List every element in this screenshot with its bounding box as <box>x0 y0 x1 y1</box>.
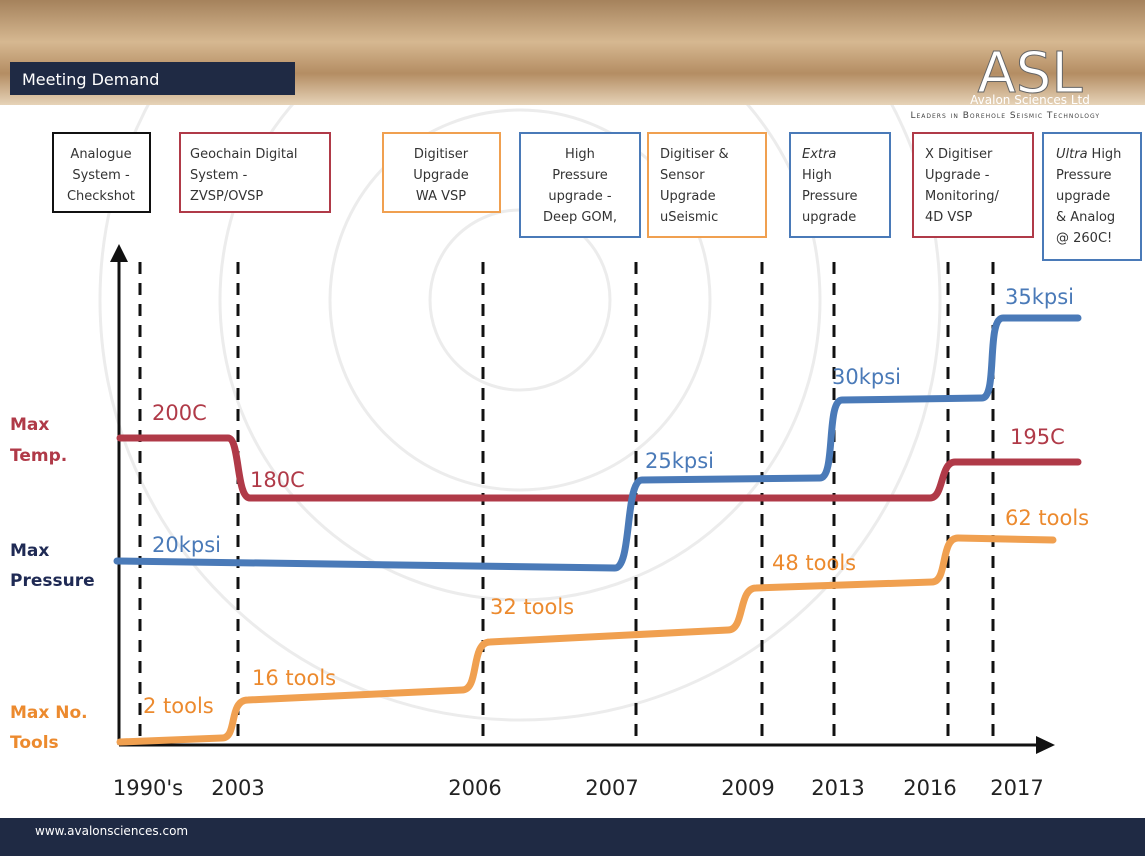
year-label: 2003 <box>211 776 264 800</box>
value-label: 200C <box>152 401 207 425</box>
year-label: 2007 <box>585 776 638 800</box>
title-bar <box>10 62 295 95</box>
temperature-curve <box>116 434 1082 502</box>
box <box>179 132 331 213</box>
value-label: 195C <box>1010 425 1065 449</box>
value-label: 32 tools <box>490 595 574 619</box>
box-text: Geochain Digital System -ZVSP/OVSP <box>190 147 298 204</box>
box-text: Digitiser & Sensor Upgrade uSeismic <box>660 147 729 225</box>
box-text: X Digitiser Upgrade -Monitoring/4D VSP <box>925 147 1000 225</box>
tools-curve <box>116 534 1057 746</box>
value-label: 20kpsi <box>152 533 221 557</box>
background-rings <box>98 0 942 722</box>
year-label: 2006 <box>448 776 501 800</box>
box-text: High Pressure upgrade -Deep GOM, <box>543 147 617 225</box>
footer-url: www.avalonsciences.com <box>35 824 188 838</box>
box <box>789 132 891 238</box>
box <box>912 132 1034 238</box>
year-label: 2009 <box>721 776 774 800</box>
box <box>647 132 767 238</box>
row-label: Max Temp. <box>10 415 67 466</box>
pressure-labels: 20kpsi 25kpsi 30kpsi 35kpsi <box>152 285 1074 557</box>
box <box>1042 132 1142 261</box>
box-text: Ultra High Pressure upgrade & Analog @ 260C! <box>1056 147 1121 246</box>
footer-band <box>0 818 1145 856</box>
box <box>382 132 501 213</box>
box-text: Digitiser Upgrade WA VSP <box>413 147 469 204</box>
years: 1990's 2003 2006 2007 2009 2013 2016 201… <box>113 776 1044 800</box>
year-label: 2016 <box>903 776 956 800</box>
row-label: Max No. Tools <box>10 703 88 753</box>
year-label: 2017 <box>990 776 1043 800</box>
axes <box>110 244 1055 754</box>
value-label: 2 tools <box>143 694 214 718</box>
company: Avalon Sciences Ltd <box>970 93 1090 107</box>
year-label: 2013 <box>811 776 864 800</box>
box-text: Analogue System -Checkshot <box>67 147 135 204</box>
temperature-labels: 200C 180C 195C <box>152 401 1065 492</box>
tagline: Leaders in Borehole Seismic Technology <box>910 111 1100 121</box>
value-label: 30kpsi <box>832 365 901 389</box>
box <box>52 132 151 213</box>
value-label: 180C <box>250 468 305 492</box>
row-label: Max Pressure <box>10 541 95 591</box>
box-text: Extra High Pressure upgrade <box>802 147 858 225</box>
value-label: 16 tools <box>252 666 336 690</box>
tools-labels: 2 tools 16 tools 32 tools 48 tools 62 to… <box>143 506 1089 718</box>
box <box>519 132 641 238</box>
pressure-curve <box>113 314 1082 572</box>
value-label: 35kpsi <box>1005 285 1074 309</box>
value-label: 48 tools <box>772 551 856 575</box>
title: Meeting Demand <box>22 70 159 89</box>
logo: ASL <box>977 41 1082 106</box>
year-label: 1990's <box>113 776 183 800</box>
value-label: 62 tools <box>1005 506 1089 530</box>
value-label: 25kpsi <box>645 449 714 473</box>
